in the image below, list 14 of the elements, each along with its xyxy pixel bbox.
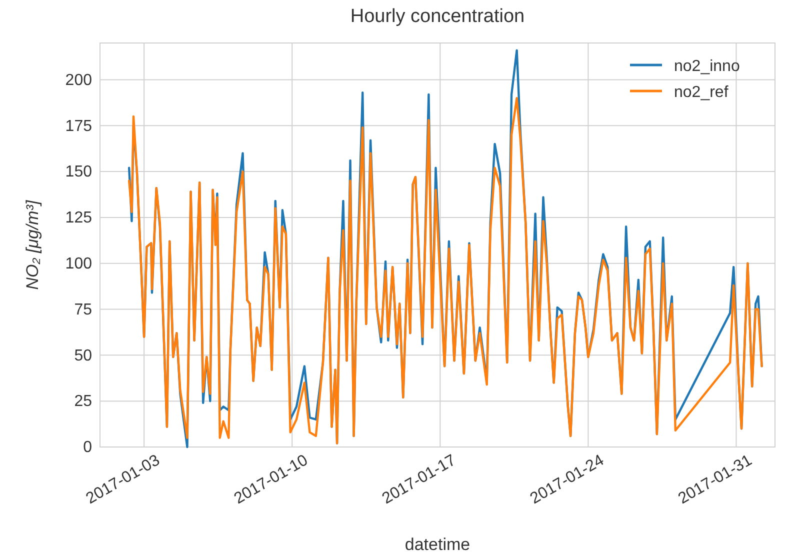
- y-tick-label: 200: [65, 72, 92, 89]
- y-tick-label: 0: [83, 439, 92, 456]
- y-tick-label: 75: [74, 301, 92, 318]
- y-tick-label: 150: [65, 164, 92, 181]
- legend-label: no2_inno: [674, 58, 740, 75]
- legend-label: no2_ref: [674, 84, 729, 101]
- y-tick-label: 125: [65, 210, 92, 227]
- x-axis-title: datetime: [404, 535, 470, 554]
- chart-title: Hourly concentration: [350, 6, 525, 27]
- y-axis-title: NO₂ [μg/m³]: [23, 198, 42, 290]
- y-tick-label: 100: [65, 255, 92, 272]
- y-tick-label: 25: [74, 393, 92, 410]
- y-tick-label: 50: [74, 347, 92, 364]
- y-tick-label: 175: [65, 118, 92, 135]
